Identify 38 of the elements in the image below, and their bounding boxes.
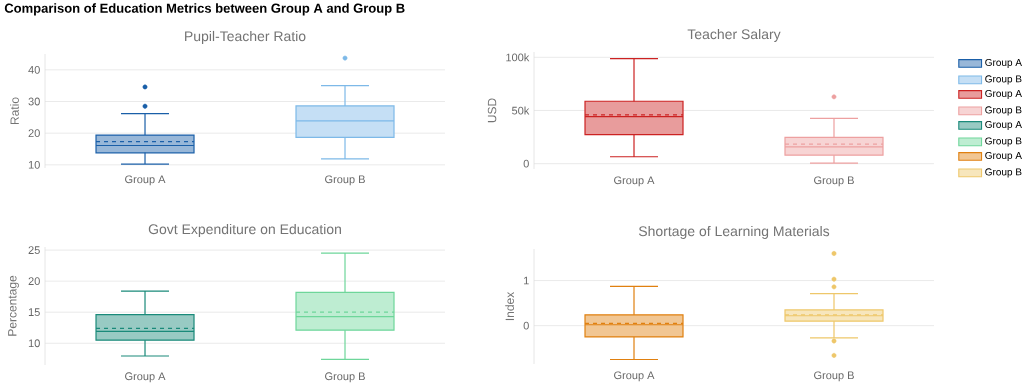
y-tick-label: 0 (523, 159, 529, 168)
y-tick-label: 15 (28, 308, 40, 317)
x-tick-label: Group A (125, 372, 166, 383)
y-tick-label: 1 (524, 276, 529, 285)
y-tick-label: 10 (28, 160, 40, 169)
y-tick-label: 10 (28, 339, 40, 348)
x-tick-label: Group A (614, 371, 655, 382)
y-tick-label: 30 (28, 97, 40, 106)
y-axis-title: USD (487, 98, 497, 123)
x-tick-label: Group B (814, 371, 854, 382)
y-axis-title: Index (505, 291, 515, 321)
y-tick-label: 100k (506, 53, 530, 62)
chart-title: Teacher Salary (687, 28, 781, 42)
y-tick-label: 0 (523, 321, 529, 330)
legend-label: Group A (985, 89, 1022, 99)
y-tick-label: 20 (28, 129, 40, 138)
chart-title: Shortage of Learning Materials (638, 225, 830, 239)
x-tick-label: Group B (325, 175, 365, 186)
y-tick-label: 20 (28, 277, 40, 286)
x-tick-label: Group A (614, 176, 655, 187)
y-tick-label: 50k (512, 106, 530, 115)
legend-label: Group A (985, 58, 1022, 68)
y-axis-title: Percentage (8, 275, 19, 336)
text: Comparison of Education Metrics between Group A and Group B (4, 3, 405, 16)
legend-label: Group A (985, 151, 1022, 161)
x-tick-label: Group A (125, 175, 166, 186)
y-axis-title: Ratio (10, 97, 19, 125)
x-tick-label: Group B (325, 372, 365, 383)
chart-title: Govt Expenditure on Education (148, 223, 341, 237)
legend-label: Group B (985, 75, 1022, 85)
legend-label: Group B (985, 168, 1022, 178)
chart-title: Pupil-Teacher Ratio (185, 30, 306, 44)
y-tick-label: 25 (28, 246, 40, 254)
legend-label: Group B (985, 137, 1022, 147)
legend-label: Group A (985, 120, 1022, 130)
x-tick-label: Group B (814, 176, 854, 187)
y-tick-label: 40 (28, 65, 40, 74)
legend-label: Group B (985, 106, 1022, 116)
